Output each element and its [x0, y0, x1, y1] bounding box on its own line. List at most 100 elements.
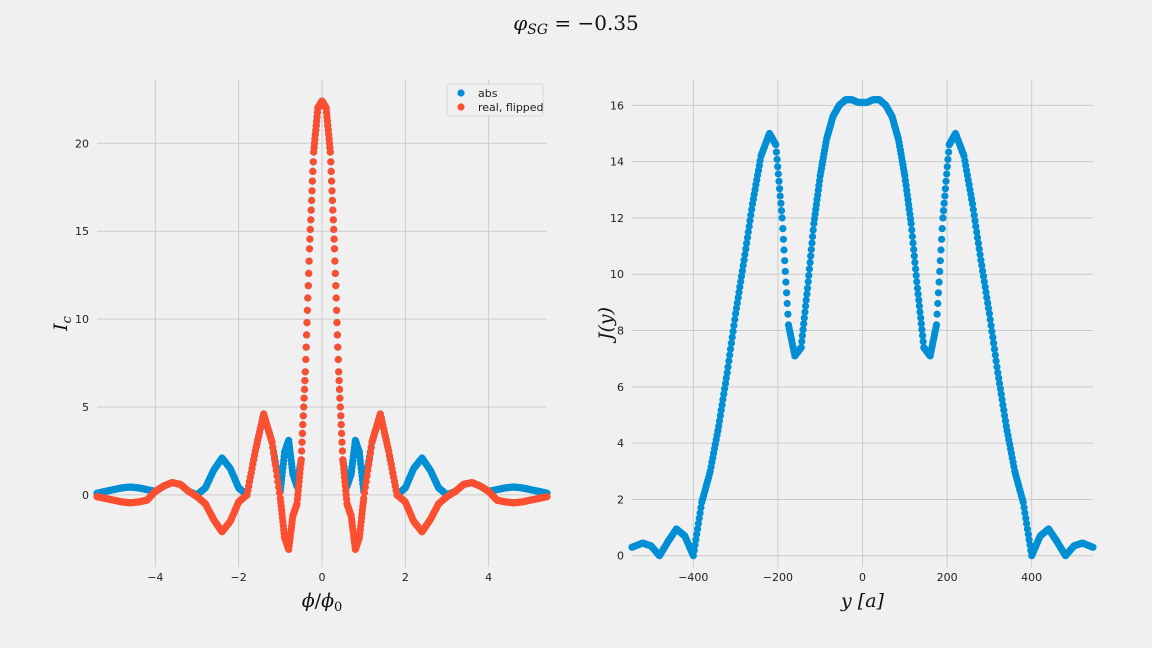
right-chart-data-point — [918, 326, 926, 334]
left-chart-data-point — [328, 187, 336, 195]
right-chart-data-point — [736, 283, 744, 291]
left-chart-data-point — [306, 235, 314, 243]
left-chart-data-point — [338, 429, 346, 437]
right-chart-data-point — [733, 299, 741, 307]
right-chart-data-point — [944, 155, 952, 163]
right-chart-data-point — [721, 385, 729, 393]
right-chart-data-point — [1022, 514, 1030, 522]
left-chart-ylabel: Ic — [50, 315, 75, 332]
legend-entry: real, flipped — [478, 101, 544, 114]
right-chart-data-point — [974, 239, 983, 247]
right-chart-data-point — [1023, 525, 1031, 533]
left-chart-data-point — [331, 257, 339, 265]
left-chart-data-point — [334, 343, 342, 351]
right-chart-data-point — [738, 267, 747, 275]
right-chart-data-point — [803, 284, 812, 292]
left-chart-data-point — [330, 245, 339, 253]
right-chart-data-point — [945, 148, 953, 156]
right-chart-data-point — [979, 267, 987, 275]
left-chart-data-point — [330, 225, 338, 233]
right-chart-data-point — [776, 185, 784, 193]
left-chart-data-point — [329, 216, 337, 224]
right-chart-data-point — [936, 257, 944, 265]
right-chart-data-point — [999, 401, 1007, 409]
right-chart-data-point — [995, 379, 1004, 388]
right-chart-data-point — [809, 226, 817, 234]
right-chart-data-point — [919, 332, 927, 340]
right-chart-data-point — [932, 321, 941, 329]
left-chart-data-point — [303, 331, 311, 339]
left-chart-data-point — [308, 196, 316, 204]
left-chart-data-point — [543, 493, 551, 501]
right-chart-data-point — [802, 296, 810, 304]
right-chart-data-point — [737, 272, 746, 280]
right-chart-data-point — [935, 278, 943, 286]
left-chart-data-point — [336, 394, 344, 402]
left-chart-ytick-label: 0 — [82, 489, 89, 502]
right-chart-data-point — [783, 299, 791, 308]
right-chart-data-point — [910, 245, 918, 254]
right-chart-data-point — [970, 211, 978, 219]
left-chart-data-point — [367, 444, 375, 452]
right-chart-data-point — [731, 316, 739, 324]
legend-marker — [457, 89, 465, 97]
left-chart-data-point — [338, 438, 346, 446]
left-chart-data-point — [302, 355, 310, 364]
right-chart-data-point — [798, 337, 806, 346]
right-chart-data-point — [939, 214, 947, 222]
right-chart-data-point — [739, 261, 747, 270]
right-chart-data-point — [988, 327, 996, 335]
left-chart-data-point — [300, 394, 308, 402]
right-chart-data-point — [978, 261, 986, 270]
left-chart-data-point — [329, 206, 337, 214]
right-chart-data-point — [804, 278, 812, 286]
left-chart-data-point — [299, 412, 307, 420]
right-chart-data-point — [984, 299, 992, 307]
right-chart-xtick-label: 400 — [1021, 571, 1042, 584]
right-chart-points — [628, 96, 1097, 560]
right-chart-data-point — [969, 205, 977, 214]
right-chart-data-point — [1001, 412, 1009, 420]
right-chart-data-point — [721, 379, 730, 388]
right-chart-data-point — [803, 290, 811, 298]
left-chart-data-point — [327, 158, 335, 166]
right-chart-data-point — [781, 257, 789, 265]
right-chart-data-point — [980, 278, 988, 286]
right-chart-data-point — [938, 235, 946, 243]
left-chart-data-point — [308, 187, 316, 195]
right-chart-data-point — [784, 310, 792, 318]
right-chart-data-point — [991, 351, 999, 359]
right-chart-xtick-label: −200 — [763, 571, 793, 584]
left-chart-data-point — [333, 306, 341, 314]
left-chart-data-point — [305, 257, 313, 265]
left-chart-data-point — [333, 319, 341, 327]
left-chart-data-point — [361, 483, 369, 491]
left-chart-data-point — [309, 167, 317, 175]
left-chart-data-point — [307, 206, 315, 214]
left-chart-data-point — [360, 489, 369, 497]
right-chart-data-point — [937, 246, 945, 254]
legend-entry: abs — [478, 87, 498, 100]
right-chart-data-point — [732, 310, 740, 318]
left-chart-data-point — [335, 385, 344, 393]
right-chart-data-point — [1023, 520, 1031, 528]
right-chart-data-point — [797, 343, 805, 351]
right-chart-data-point — [782, 278, 790, 286]
right-chart-data-point — [728, 333, 736, 341]
left-chart-data-point — [307, 216, 315, 224]
right-chart-data-point — [994, 369, 1002, 377]
right-chart-data-point — [992, 357, 1000, 365]
right-chart-data-point — [919, 337, 927, 346]
right-chart-data-point — [979, 272, 988, 280]
right-chart-data-point — [806, 258, 814, 266]
left-chart-yticks: 0 5 10 15 20 — [75, 137, 89, 502]
right-chart-data-point — [976, 250, 984, 259]
right-chart-data-point — [715, 422, 723, 430]
right-chart-data-point — [940, 199, 948, 207]
left-chart-data-point — [269, 444, 277, 452]
right-chart-data-point — [809, 232, 817, 241]
left-chart-data-point — [335, 377, 343, 385]
right-chart-data-point — [985, 310, 994, 318]
